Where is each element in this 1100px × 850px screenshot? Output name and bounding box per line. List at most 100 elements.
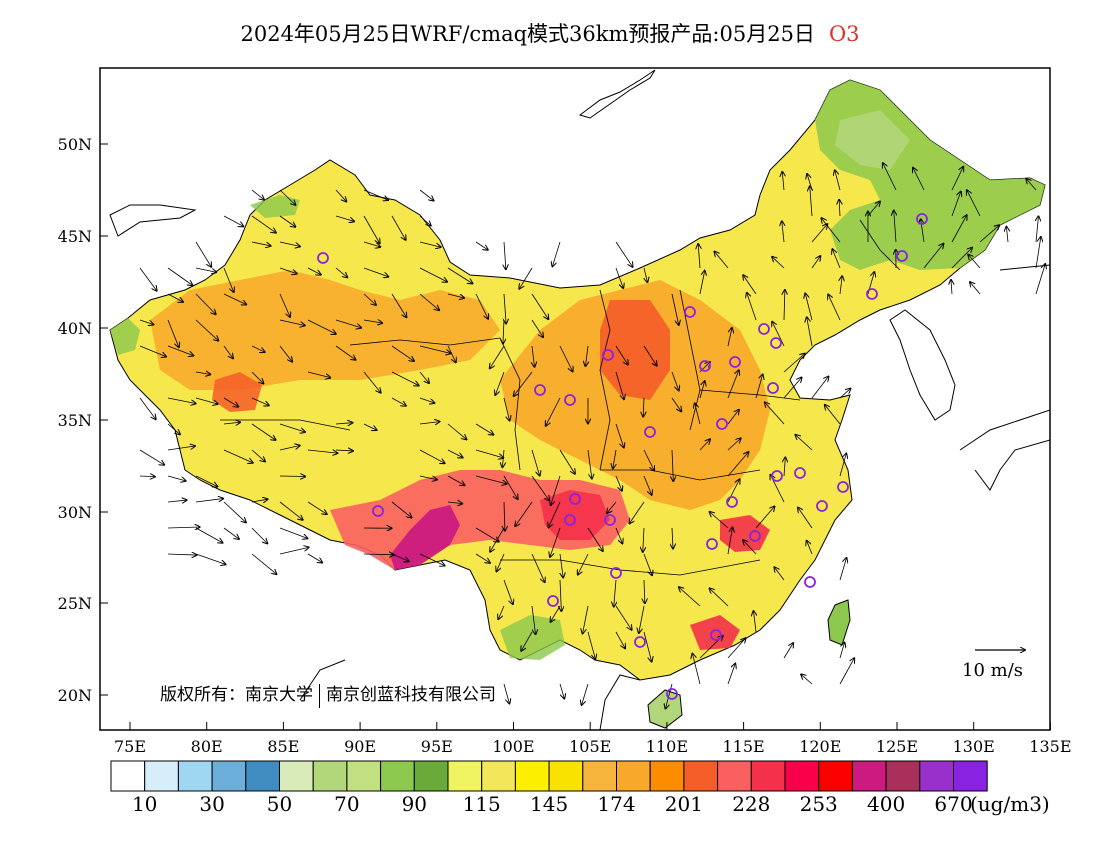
wind-arrow — [519, 267, 533, 289]
wind-arrow — [546, 397, 561, 426]
colorbar-swatch — [750, 760, 786, 792]
lake-baikal-coastline — [578, 69, 656, 119]
wind-arrow — [644, 579, 645, 603]
wind-arrow — [195, 293, 216, 314]
wind-arrow — [615, 241, 633, 267]
wind-arrow — [532, 345, 534, 367]
wind-arrow — [551, 475, 561, 505]
colorbar-label: 145 — [530, 792, 569, 816]
wind-arrow — [727, 370, 739, 399]
wind-arrow — [251, 449, 265, 461]
colorbar-swatch — [885, 760, 921, 792]
lon-tick-label: 80E — [191, 737, 223, 756]
wind-arrow — [363, 371, 381, 393]
wind-arrow — [970, 282, 981, 295]
wind-arrow — [167, 345, 193, 356]
wind-arrow — [629, 501, 645, 523]
wind-arrow — [447, 449, 463, 458]
wind-arrow — [251, 397, 269, 405]
longitude-axis: 75E 80E 85E 90E 95E 100E 105E 110E 115E 120E 125E 1… — [114, 722, 1072, 756]
wind-arrow — [615, 345, 628, 365]
wind-arrow — [698, 244, 700, 269]
wind-arrow — [801, 674, 813, 685]
wind-arrow — [419, 553, 445, 566]
wind-arrow — [913, 168, 925, 191]
wind-arrow — [1036, 216, 1038, 243]
wind-arrow — [251, 527, 267, 543]
wind-arrow — [559, 683, 564, 699]
title-text: 2024年05月25日WRF/cmaq模式36km预报产品:05月25日 — [240, 22, 815, 46]
wind-arrow — [475, 449, 503, 458]
wind-arrow — [782, 221, 784, 243]
wind-arrow — [223, 293, 246, 304]
wind-arrow — [671, 371, 679, 390]
city-marker — [634, 636, 646, 648]
wind-arrow — [139, 267, 157, 291]
wind-arrow — [951, 192, 961, 217]
city-marker — [317, 252, 329, 264]
wind-arrow — [784, 290, 785, 321]
wind-arrow — [503, 683, 509, 703]
wind-arrow — [251, 345, 265, 352]
colorbar-swatch — [582, 760, 617, 792]
wind-arrow — [419, 293, 439, 310]
wind-arrow — [582, 683, 589, 705]
wind-arrow — [839, 558, 846, 581]
wind-arrow — [643, 475, 652, 495]
wind-arrow — [727, 638, 746, 659]
wind-arrow — [279, 501, 303, 520]
colorbar-swatch — [649, 760, 685, 792]
wind-arrow — [531, 475, 549, 500]
wind-arrow — [502, 449, 504, 467]
wind-arrow — [495, 371, 505, 395]
wind-arrow — [335, 319, 361, 328]
wind-arrow — [195, 553, 226, 564]
wind-arrow — [807, 541, 813, 555]
wind-arrow — [727, 664, 735, 685]
colorbar-swatch — [447, 760, 483, 792]
wind-arrow — [783, 378, 802, 399]
wind-arrow — [894, 211, 896, 243]
copyright-divider — [319, 683, 320, 708]
yunnan-red-zone — [540, 490, 610, 540]
wind-arrow — [167, 397, 196, 403]
wind-arrow — [223, 397, 238, 407]
wind-arrow — [279, 345, 292, 362]
wind-arrow — [839, 643, 845, 659]
colorbar-swatch — [144, 760, 179, 792]
wind-arrow — [475, 553, 490, 563]
city-marker — [729, 356, 741, 368]
wind-arrow — [363, 189, 388, 200]
lon-tick-label: 100E — [492, 737, 534, 756]
lon-tick-label: 85E — [267, 737, 299, 756]
wind-arrow — [615, 631, 625, 648]
wind-arrow — [710, 588, 729, 607]
lon-tick-label: 120E — [799, 737, 841, 756]
wind-arrow — [743, 275, 757, 295]
wind-arrow — [643, 553, 652, 575]
wind-arrow — [839, 200, 840, 217]
colorbar-swatch — [110, 760, 146, 792]
species-label: O3 — [828, 22, 860, 46]
wind-arrow — [782, 172, 784, 191]
wind-arrow — [363, 423, 377, 430]
wind-arrow — [559, 345, 573, 371]
wind-arrow — [195, 475, 217, 487]
city-marker — [837, 481, 849, 493]
wind-arrow — [587, 527, 603, 551]
wind-arrow — [772, 257, 785, 269]
wind-arrow — [643, 345, 657, 366]
city-marker — [716, 418, 728, 430]
southeast-asia-coast — [299, 659, 641, 730]
city-marker — [372, 505, 384, 517]
lat-tick-label: 40N — [58, 319, 92, 338]
colorbar-swatch — [953, 760, 988, 792]
wind-arrow — [195, 397, 218, 404]
wind-arrow — [832, 249, 841, 269]
colorbar-swatch — [818, 760, 853, 792]
city-marker — [610, 567, 622, 579]
wind-arrow — [810, 186, 812, 217]
lon-tick-label: 110E — [646, 737, 688, 756]
wind-arrow — [447, 267, 472, 283]
colorbar-label: 10 — [131, 792, 158, 816]
